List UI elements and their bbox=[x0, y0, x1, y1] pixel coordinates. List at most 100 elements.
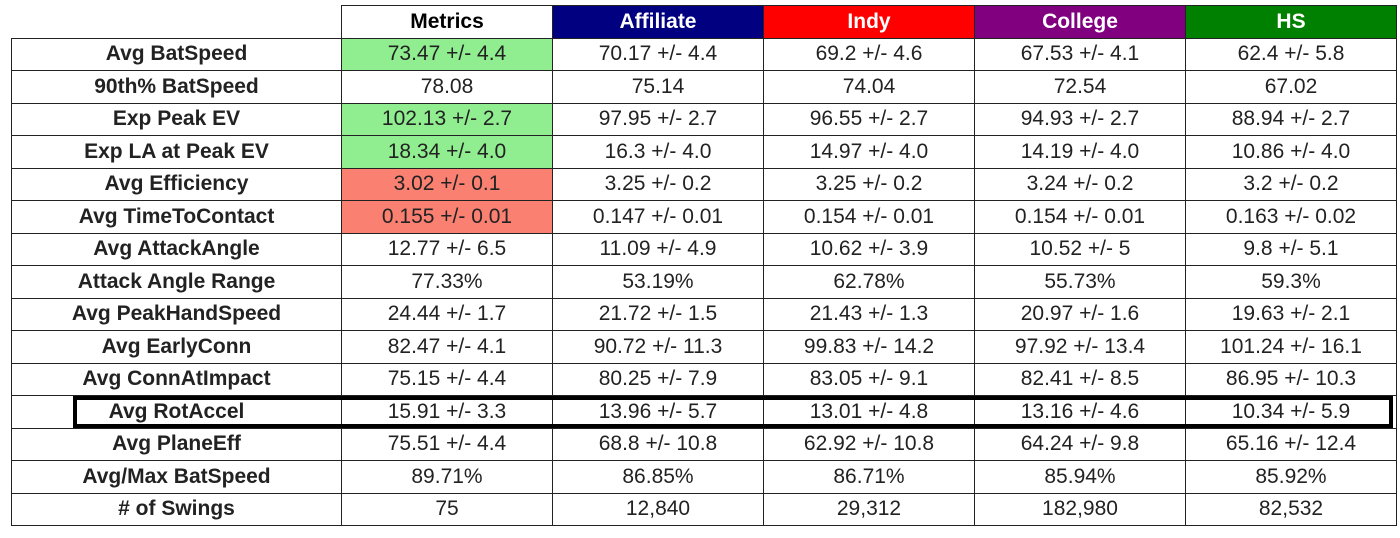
value-cell-college: 85.94% bbox=[974, 460, 1186, 494]
row-label: Avg ConnAtImpact bbox=[11, 362, 342, 396]
value-cell-metrics: 77.33% bbox=[341, 265, 553, 299]
value-cell-hs: 65.16 +/- 12.4 bbox=[1185, 427, 1397, 461]
value-cell-metrics: 3.02 +/- 0.1 bbox=[341, 167, 553, 201]
value-cell-indy: 74.04 bbox=[763, 70, 975, 104]
row-label: Exp LA at Peak EV bbox=[11, 135, 342, 169]
value-cell-affiliate: 97.95 +/- 2.7 bbox=[552, 102, 764, 136]
table-body: Avg BatSpeed 73.47 +/- 4.4 70.17 +/- 4.4 69… bbox=[11, 37, 1397, 526]
value-cell-hs: 86.95 +/- 10.3 bbox=[1185, 362, 1397, 396]
value-cell-metrics: 24.44 +/- 1.7 bbox=[341, 297, 553, 331]
value-cell-affiliate: 70.17 +/- 4.4 bbox=[552, 37, 764, 71]
value-cell-college: 182,980 bbox=[974, 492, 1186, 526]
value-cell-hs: 101.24 +/- 16.1 bbox=[1185, 330, 1397, 364]
value-cell-metrics: 78.08 bbox=[341, 70, 553, 104]
value-cell-college: 55.73% bbox=[974, 265, 1186, 299]
value-cell-metrics: 12.77 +/- 6.5 bbox=[341, 232, 553, 266]
value-cell-hs: 67.02 bbox=[1185, 70, 1397, 104]
value-cell-indy: 62.78% bbox=[763, 265, 975, 299]
value-cell-college: 10.52 +/- 5 bbox=[974, 232, 1186, 266]
value-cell-indy: 13.01 +/- 4.8 bbox=[763, 395, 975, 429]
table-row: Avg AttackAngle 12.77 +/- 6.5 11.09 +/- 4.… bbox=[11, 232, 1397, 266]
value-cell-hs: 59.3% bbox=[1185, 265, 1397, 299]
value-cell-indy: 0.154 +/- 0.01 bbox=[763, 200, 975, 234]
table-row-highlighted: Avg RotAccel 15.91 +/- 3.3 13.96 +/- 5.7 13… bbox=[11, 395, 1397, 429]
column-header-affiliate: Affiliate bbox=[552, 5, 764, 39]
value-cell-metrics: 102.13 +/- 2.7 bbox=[341, 102, 553, 136]
value-cell-college: 20.97 +/- 1.6 bbox=[974, 297, 1186, 331]
value-cell-metrics: 89.71% bbox=[341, 460, 553, 494]
row-label: Avg/Max BatSpeed bbox=[11, 460, 342, 494]
value-cell-college: 67.53 +/- 4.1 bbox=[974, 37, 1186, 71]
value-cell-indy: 96.55 +/- 2.7 bbox=[763, 102, 975, 136]
table-row: Exp LA at Peak EV 18.34 +/- 4.0 16.3 +/- 4… bbox=[11, 135, 1397, 169]
value-cell-indy: 21.43 +/- 1.3 bbox=[763, 297, 975, 331]
row-label: Avg BatSpeed bbox=[11, 37, 342, 71]
value-cell-indy: 86.71% bbox=[763, 460, 975, 494]
row-label: Avg PeakHandSpeed bbox=[11, 297, 342, 331]
corner-cell bbox=[12, 6, 342, 39]
row-label: # of Swings bbox=[11, 492, 342, 526]
value-cell-hs: 0.163 +/- 0.02 bbox=[1185, 200, 1397, 234]
row-label: Avg PlaneEff bbox=[11, 427, 342, 461]
value-cell-affiliate: 3.25 +/- 0.2 bbox=[552, 167, 764, 201]
value-cell-affiliate: 86.85% bbox=[552, 460, 764, 494]
header-row: Metrics Affiliate Indy College HS bbox=[12, 5, 1397, 39]
table-row: Avg PeakHandSpeed 24.44 +/- 1.7 21.72 +/- … bbox=[11, 297, 1397, 331]
value-cell-college: 0.154 +/- 0.01 bbox=[974, 200, 1186, 234]
value-cell-affiliate: 53.19% bbox=[552, 265, 764, 299]
table-row: Avg TimeToContact 0.155 +/- 0.01 0.147 +/-… bbox=[11, 200, 1397, 234]
value-cell-affiliate: 68.8 +/- 10.8 bbox=[552, 427, 764, 461]
value-cell-metrics: 75.15 +/- 4.4 bbox=[341, 362, 553, 396]
row-label: Avg TimeToContact bbox=[11, 200, 342, 234]
value-cell-indy: 14.97 +/- 4.0 bbox=[763, 135, 975, 169]
table-row: Attack Angle Range 77.33% 53.19% 62.78% 55.7… bbox=[11, 265, 1397, 299]
row-label: Avg EarlyConn bbox=[11, 330, 342, 364]
value-cell-affiliate: 80.25 +/- 7.9 bbox=[552, 362, 764, 396]
column-header-college: College bbox=[974, 5, 1186, 39]
table-row: Avg/Max BatSpeed 89.71% 86.85% 86.71% 85.94%… bbox=[11, 460, 1397, 494]
table-row: Avg Efficiency 3.02 +/- 0.1 3.25 +/- 0.2 3.… bbox=[11, 167, 1397, 201]
row-label: 90th% BatSpeed bbox=[11, 70, 342, 104]
value-cell-indy: 83.05 +/- 9.1 bbox=[763, 362, 975, 396]
value-cell-affiliate: 16.3 +/- 4.0 bbox=[552, 135, 764, 169]
value-cell-metrics: 15.91 +/- 3.3 bbox=[341, 395, 553, 429]
value-cell-hs: 3.2 +/- 0.2 bbox=[1185, 167, 1397, 201]
column-header-indy: Indy bbox=[763, 5, 975, 39]
value-cell-college: 14.19 +/- 4.0 bbox=[974, 135, 1186, 169]
table-row: Exp Peak EV 102.13 +/- 2.7 97.95 +/- 2.7 96… bbox=[11, 102, 1397, 136]
value-cell-metrics: 18.34 +/- 4.0 bbox=[341, 135, 553, 169]
value-cell-college: 13.16 +/- 4.6 bbox=[974, 395, 1186, 429]
value-cell-hs: 88.94 +/- 2.7 bbox=[1185, 102, 1397, 136]
row-label: Attack Angle Range bbox=[11, 265, 342, 299]
comparison-table: Metrics Affiliate Indy College HS Avg BatSpe… bbox=[11, 5, 1397, 526]
table-row: Avg PlaneEff 75.51 +/- 4.4 68.8 +/- 10.8 62… bbox=[11, 427, 1397, 461]
value-cell-college: 94.93 +/- 2.7 bbox=[974, 102, 1186, 136]
value-cell-hs: 10.34 +/- 5.9 bbox=[1185, 395, 1397, 429]
value-cell-metrics: 73.47 +/- 4.4 bbox=[341, 37, 553, 71]
value-cell-affiliate: 0.147 +/- 0.01 bbox=[552, 200, 764, 234]
table-row: Avg EarlyConn 82.47 +/- 4.1 90.72 +/- 11.3… bbox=[11, 330, 1397, 364]
value-cell-metrics: 75.51 +/- 4.4 bbox=[341, 427, 553, 461]
value-cell-affiliate: 21.72 +/- 1.5 bbox=[552, 297, 764, 331]
value-cell-college: 72.54 bbox=[974, 70, 1186, 104]
value-cell-hs: 82,532 bbox=[1185, 492, 1397, 526]
value-cell-hs: 19.63 +/- 2.1 bbox=[1185, 297, 1397, 331]
value-cell-affiliate: 90.72 +/- 11.3 bbox=[552, 330, 764, 364]
value-cell-metrics: 75 bbox=[341, 492, 553, 526]
column-header-hs: HS bbox=[1185, 5, 1397, 39]
value-cell-metrics: 0.155 +/- 0.01 bbox=[341, 200, 553, 234]
row-label: Avg RotAccel bbox=[11, 395, 342, 429]
table-row: # of Swings 75 12,840 29,312 182,980 82,532 bbox=[11, 492, 1397, 526]
value-cell-college: 97.92 +/- 13.4 bbox=[974, 330, 1186, 364]
value-cell-hs: 9.8 +/- 5.1 bbox=[1185, 232, 1397, 266]
value-cell-college: 3.24 +/- 0.2 bbox=[974, 167, 1186, 201]
value-cell-indy: 3.25 +/- 0.2 bbox=[763, 167, 975, 201]
table-row: Avg BatSpeed 73.47 +/- 4.4 70.17 +/- 4.4 69… bbox=[11, 37, 1397, 71]
column-header-metrics: Metrics bbox=[341, 5, 553, 39]
value-cell-hs: 85.92% bbox=[1185, 460, 1397, 494]
value-cell-indy: 62.92 +/- 10.8 bbox=[763, 427, 975, 461]
table-row: Avg ConnAtImpact 75.15 +/- 4.4 80.25 +/- 7… bbox=[11, 362, 1397, 396]
row-label: Exp Peak EV bbox=[11, 102, 342, 136]
value-cell-indy: 29,312 bbox=[763, 492, 975, 526]
row-label: Avg Efficiency bbox=[11, 167, 342, 201]
